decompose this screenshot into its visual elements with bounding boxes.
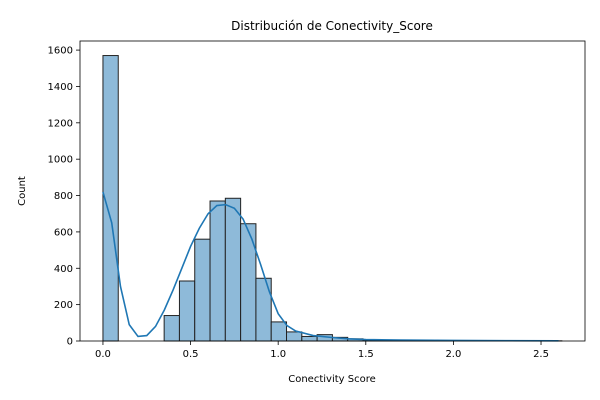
histogram-bar <box>301 335 318 342</box>
y-tick-label: 0 <box>67 337 73 348</box>
y-tick-label: 1600 <box>48 46 73 57</box>
histogram-bar <box>255 277 272 342</box>
x-tick-label: 2.0 <box>445 349 461 360</box>
y-axis-label: Count <box>17 176 28 206</box>
histogram-bar <box>224 197 242 342</box>
histogram-bar <box>270 321 288 342</box>
x-tick-label: 0.5 <box>183 349 199 360</box>
histogram-bar <box>178 280 196 342</box>
y-tick-label: 1000 <box>48 155 73 166</box>
histogram-bar <box>240 223 257 342</box>
plot-frame <box>79 40 586 342</box>
y-tick-label: 800 <box>54 191 73 202</box>
histogram-bar <box>194 238 211 342</box>
y-tick-label: 200 <box>54 300 73 311</box>
histogram-bar <box>286 331 303 342</box>
kde-curve <box>102 191 559 342</box>
y-tick-label: 400 <box>54 264 73 275</box>
y-tick-label: 1400 <box>48 82 73 93</box>
chart-title: Distribución de Conectivity_Score <box>231 19 433 33</box>
x-axis-label: Conectivity Score <box>288 374 376 385</box>
x-tick-label: 2.5 <box>533 349 549 360</box>
x-tick-label: 0.0 <box>95 349 111 360</box>
histogram-bar <box>209 200 226 342</box>
x-axis-ticks: 0.0 0.5 1.0 1.5 2.0 2.5 <box>95 341 549 360</box>
histogram-bar <box>163 315 180 342</box>
y-axis-ticks: 0 200 400 600 800 1000 1200 1400 1600 <box>48 46 80 348</box>
y-tick-label: 1200 <box>48 118 73 129</box>
bars-group <box>102 55 563 342</box>
y-tick-label: 600 <box>54 227 73 238</box>
x-tick-label: 1.5 <box>358 349 374 360</box>
x-tick-label: 1.0 <box>270 349 286 360</box>
